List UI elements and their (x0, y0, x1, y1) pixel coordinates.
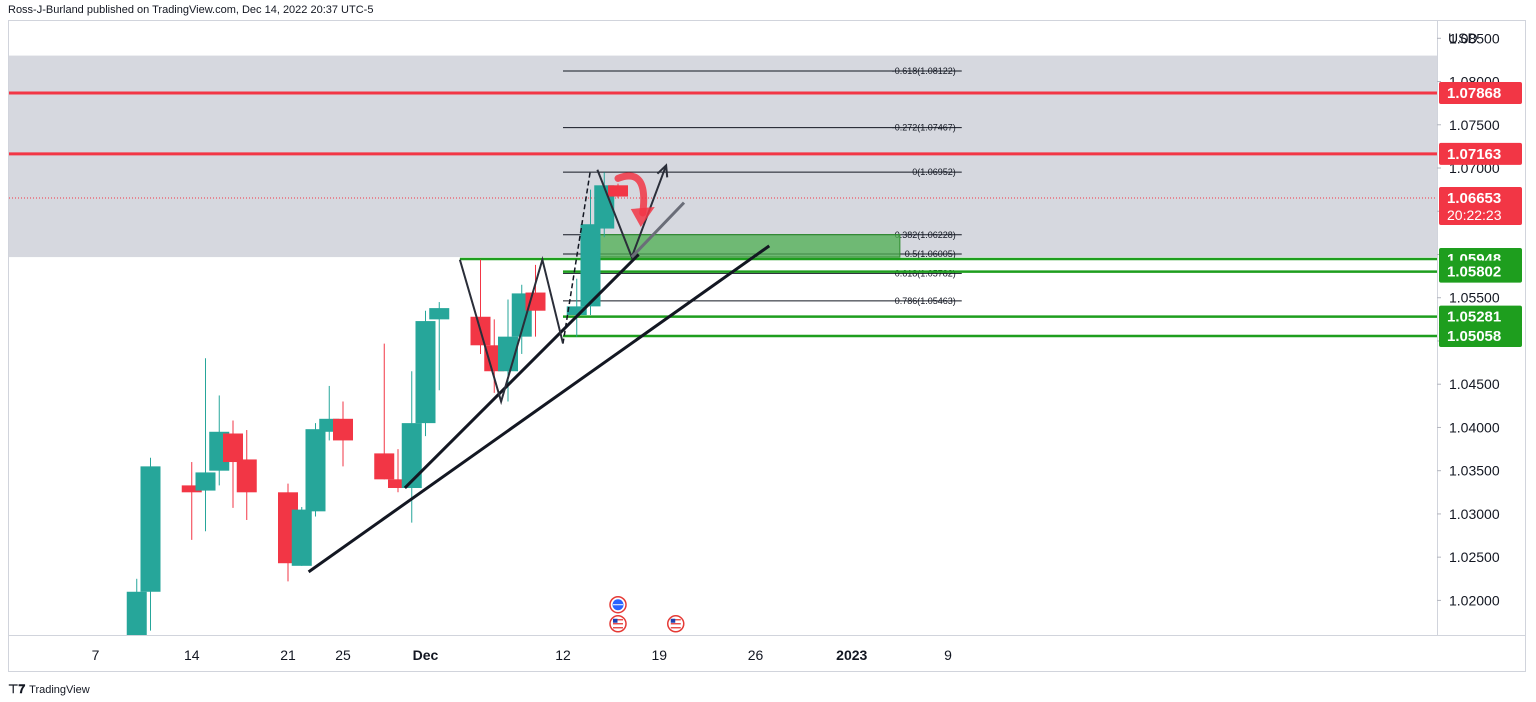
publisher-header: Ross-J-Burland published on TradingView.… (8, 4, 374, 16)
plot-area: -0.618(1.08122) -0.272(1.07467) 0(1.06952)… (9, 55, 1437, 635)
x-tick-label: Dec (413, 647, 439, 663)
fib-level-label: 0(1.06952) (912, 167, 956, 177)
candle-down (374, 453, 395, 480)
candle-up (429, 308, 450, 320)
candle-up (140, 466, 161, 592)
globe-flag-icon (609, 595, 627, 614)
candle-up (305, 429, 326, 512)
w-pattern-drawing (458, 255, 564, 406)
fib-level-label: 0.786(1.05463) (895, 296, 956, 306)
chart-frame: -0.618(1.08122) -0.272(1.07467) 0(1.06952)… (8, 20, 1526, 672)
us-flag-icon (667, 615, 685, 633)
projection-path (596, 165, 668, 260)
y-tick-label: 1.03000 (1449, 506, 1500, 522)
candle-up (566, 306, 587, 316)
resistance-zone (9, 55, 1437, 258)
fib-level-label: 0.382(1.06228) (895, 230, 956, 240)
footer: ⊤𝟕 TradingView (8, 682, 90, 697)
price-badge: 1.05058 (1447, 328, 1501, 345)
candle-down (388, 479, 408, 488)
x-tick-label: 26 (748, 647, 764, 663)
y-tick-label: 1.08500 (1449, 30, 1500, 46)
x-tick-label: 25 (335, 647, 351, 663)
price-badge: 1.07163 (1447, 146, 1501, 163)
curved-arrow-head (630, 207, 655, 228)
projection-branch (630, 201, 686, 259)
price-badge-bg (1439, 81, 1522, 104)
price-chart[interactable]: -0.618(1.08122) -0.272(1.07467) 0(1.06952)… (9, 21, 1525, 671)
us-flag-icon (609, 615, 627, 633)
trendline (307, 244, 771, 574)
x-tick-label: 2023 (836, 647, 867, 663)
trendline (562, 169, 592, 344)
y-tick-label: 1.03500 (1449, 463, 1500, 479)
price-badge-bg (1439, 142, 1522, 165)
candle-down (181, 485, 202, 493)
currency-label: USD (1448, 30, 1478, 46)
x-tick-label: 19 (651, 647, 667, 663)
x-tick-label: 12 (555, 647, 571, 663)
fib-level-label: -0.272(1.07467) (892, 123, 956, 133)
y-tick-label: 1.02000 (1449, 592, 1500, 608)
trendline (403, 253, 640, 490)
y-tick-label: 1.04500 (1449, 376, 1500, 392)
fib-level-label: 0.5(1.06005) (905, 249, 956, 259)
projection-arrow-head (656, 163, 669, 178)
current-price-badge-bg (1439, 187, 1522, 226)
x-tick-label: 21 (280, 647, 296, 663)
footer-brand: TradingView (29, 683, 90, 696)
candle-up (401, 423, 422, 488)
price-badge-bg (1439, 305, 1522, 328)
y-tick-label: 1.02500 (1449, 549, 1500, 565)
candle-down (236, 459, 257, 493)
price-badge: 1.05281 (1447, 309, 1501, 326)
current-price-badge: 1.06653 (1447, 190, 1501, 207)
y-tick-label: 1.07500 (1449, 117, 1500, 133)
candle-up (580, 224, 601, 307)
y-tick-label: 1.04000 (1449, 419, 1500, 435)
tradingview-logo-icon[interactable]: ⊤𝟕 (8, 682, 26, 696)
price-badge-bg (1439, 260, 1522, 283)
candle-up (291, 509, 312, 566)
price-badge: 1.07868 (1447, 85, 1501, 102)
price-badge: 1.05802 (1447, 264, 1501, 281)
x-tick-label: 7 (92, 647, 100, 663)
fib-level-label: -0.618(1.08122) (892, 66, 956, 76)
curved-arrow (614, 172, 648, 217)
candle-up (126, 591, 147, 635)
candle-up (195, 472, 216, 491)
candle-up (415, 321, 436, 424)
price-badge-bg (1439, 324, 1522, 347)
candle-down (608, 185, 628, 197)
current-price-badge-countdown: 20:22:23 (1447, 207, 1502, 223)
candle-down (333, 418, 353, 441)
y-tick-label: 1.05500 (1449, 290, 1500, 306)
flag-canton (613, 618, 618, 623)
x-tick-label: 9 (944, 647, 952, 663)
x-tick-label: 14 (184, 647, 200, 663)
fib-level-label: 0.618(1.05782) (895, 268, 956, 278)
candle-down (223, 433, 243, 463)
flag-canton (670, 618, 676, 623)
